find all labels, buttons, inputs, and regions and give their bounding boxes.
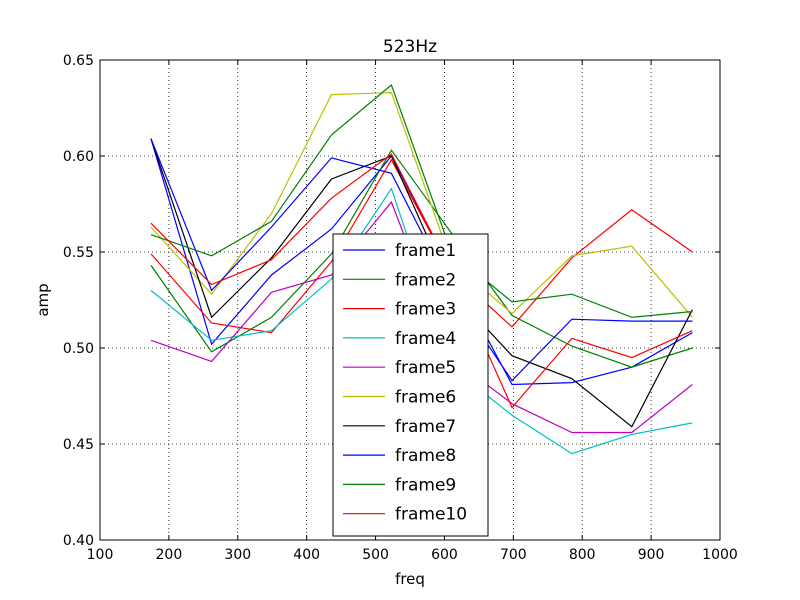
legend-label-frame2: frame2 <box>395 270 456 290</box>
y-tick-label: 0.60 <box>63 149 94 165</box>
plot-series <box>150 83 693 455</box>
x-tick-label: 100 <box>87 547 114 563</box>
legend-label-frame4: frame4 <box>395 329 456 349</box>
series-line-frame8 <box>150 138 693 382</box>
x-axis-label: freq <box>395 570 425 588</box>
legend-box <box>332 233 489 537</box>
legend-label-frame8: frame8 <box>395 446 456 466</box>
x-tick-label: 900 <box>638 547 665 563</box>
x-tick-label: 800 <box>569 547 596 563</box>
legend-label-frame10: frame10 <box>395 505 467 525</box>
y-tick-label: 0.45 <box>63 437 94 453</box>
series-line-frame7 <box>150 138 693 428</box>
y-tick-label: 0.55 <box>63 245 94 261</box>
y-axis-label: amp <box>34 283 52 316</box>
series-line-frame10 <box>150 153 693 409</box>
series-line-frame9 <box>150 83 693 318</box>
series-line-frame6 <box>150 91 693 318</box>
x-tick-label: 1000 <box>702 547 738 563</box>
legend-label-frame9: frame9 <box>395 475 456 495</box>
legend-label-frame3: frame3 <box>395 300 456 320</box>
y-tick-label: 0.50 <box>63 341 94 357</box>
axis-ticks <box>99 59 721 541</box>
x-tick-label: 300 <box>224 547 251 563</box>
series-line-frame3 <box>150 158 693 334</box>
y-tick-label: 0.65 <box>63 53 94 69</box>
axis-tick-labels: 100 200 300 400 500 600 700 800 900 1000 0.40 0.45 0… <box>63 53 738 563</box>
legend-label-frame7: frame7 <box>395 417 456 437</box>
y-tick-label: 0.40 <box>63 533 94 549</box>
legend-label-frame1: frame1 <box>395 241 456 261</box>
legend-label-frame5: frame5 <box>395 358 456 378</box>
x-tick-label: 600 <box>431 547 458 563</box>
legend-label-frame6: frame6 <box>395 388 456 408</box>
x-tick-label: 500 <box>362 547 389 563</box>
plot-frame <box>99 59 721 541</box>
x-tick-label: 200 <box>156 547 183 563</box>
x-tick-label: 700 <box>500 547 527 563</box>
chart-title: 523Hz <box>383 37 437 57</box>
legend: frame1 frame2 frame3 frame4 frame5 frame6 fram… <box>332 233 489 537</box>
series-line-frame2 <box>150 149 693 368</box>
x-tick-label: 400 <box>293 547 320 563</box>
